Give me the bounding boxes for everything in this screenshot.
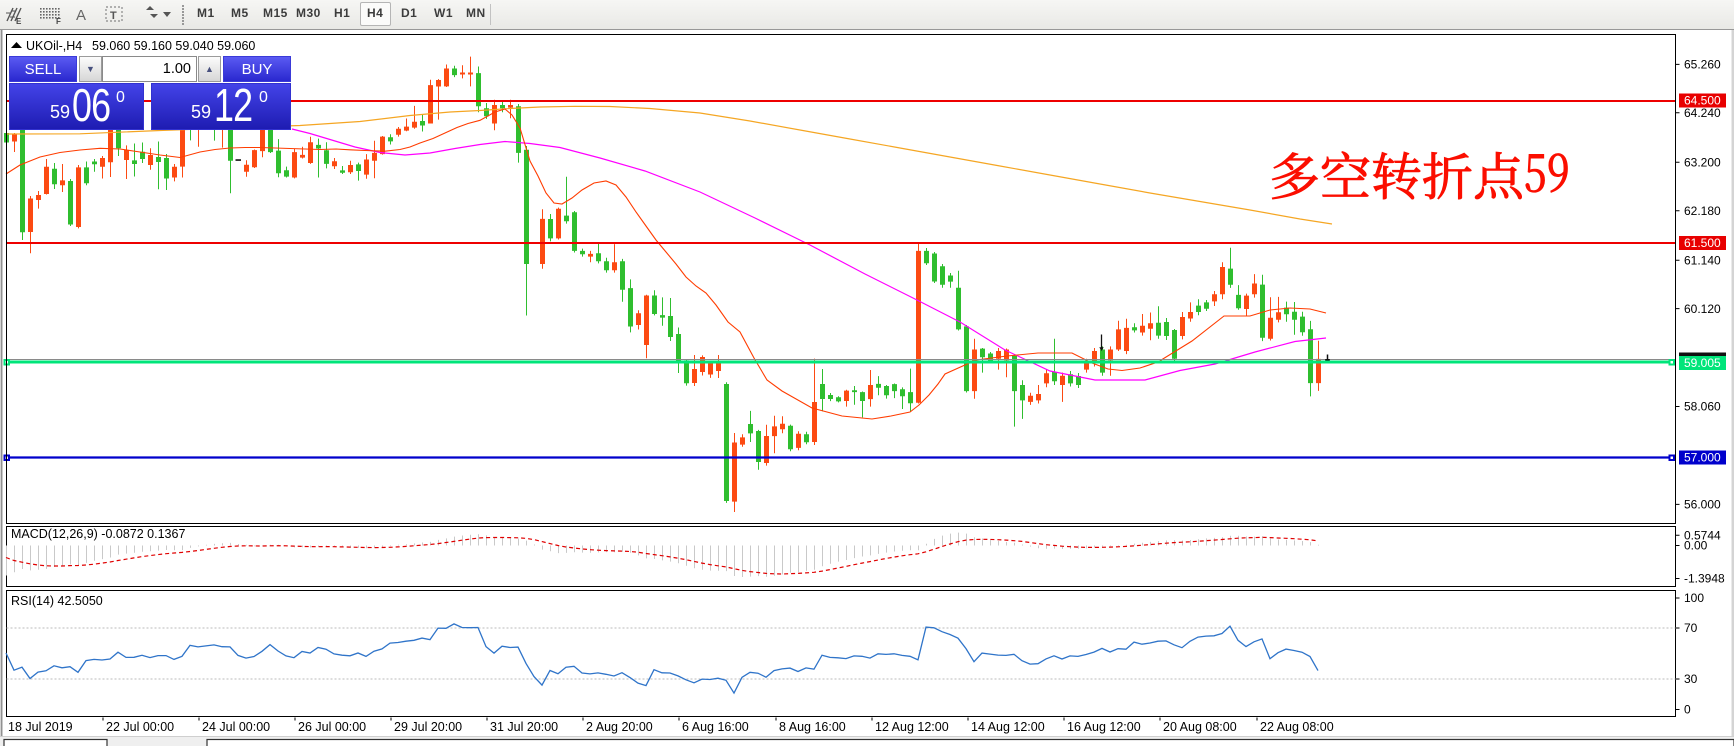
svg-text:0.5744: 0.5744 xyxy=(1684,529,1721,543)
svg-text:70: 70 xyxy=(1684,621,1698,635)
svg-text:T: T xyxy=(110,10,117,22)
svg-text:57.000: 57.000 xyxy=(1684,451,1721,465)
svg-text:29 Jul 20:00: 29 Jul 20:00 xyxy=(394,720,462,734)
svg-text:0.00: 0.00 xyxy=(1684,539,1708,553)
svg-text:16 Aug 12:00: 16 Aug 12:00 xyxy=(1067,720,1141,734)
svg-text:18 Jul 2019: 18 Jul 2019 xyxy=(8,720,73,734)
svg-text:A: A xyxy=(76,7,86,24)
svg-text:RSI(14) 42.5050: RSI(14) 42.5050 xyxy=(11,594,103,608)
svg-text:E: E xyxy=(16,17,22,26)
svg-text:65.260: 65.260 xyxy=(1684,58,1721,72)
svg-text:12 Aug 12:00: 12 Aug 12:00 xyxy=(875,720,949,734)
svg-text:22 Jul 00:00: 22 Jul 00:00 xyxy=(106,720,174,734)
svg-text:59.005: 59.005 xyxy=(1684,356,1721,370)
svg-text:61.500: 61.500 xyxy=(1684,236,1721,250)
svg-text:56.000: 56.000 xyxy=(1684,498,1721,512)
svg-text:20 Aug 08:00: 20 Aug 08:00 xyxy=(1163,720,1237,734)
svg-text:61.140: 61.140 xyxy=(1684,253,1721,267)
svg-text:63.200: 63.200 xyxy=(1684,156,1721,170)
svg-text:F: F xyxy=(56,17,61,26)
svg-text:26 Jul 00:00: 26 Jul 00:00 xyxy=(298,720,366,734)
svg-text:0: 0 xyxy=(1684,703,1691,717)
svg-text:2 Aug 20:00: 2 Aug 20:00 xyxy=(586,720,653,734)
svg-text:64.240: 64.240 xyxy=(1684,106,1721,120)
svg-text:30: 30 xyxy=(1684,672,1698,686)
svg-text:59.060 59.160 59.040 59.060: 59.060 59.160 59.040 59.060 xyxy=(92,39,255,53)
svg-text:100: 100 xyxy=(1684,591,1704,605)
svg-text:24 Jul 00:00: 24 Jul 00:00 xyxy=(202,720,270,734)
svg-text:60.120: 60.120 xyxy=(1684,302,1721,316)
svg-text:-1.3948: -1.3948 xyxy=(1684,572,1725,586)
svg-text:22 Aug 08:00: 22 Aug 08:00 xyxy=(1260,720,1334,734)
svg-text:64.500: 64.500 xyxy=(1684,94,1721,108)
svg-text:14 Aug 12:00: 14 Aug 12:00 xyxy=(971,720,1045,734)
svg-text:62.180: 62.180 xyxy=(1684,204,1721,218)
svg-text:8 Aug 16:00: 8 Aug 16:00 xyxy=(779,720,846,734)
svg-text:58.060: 58.060 xyxy=(1684,400,1721,414)
svg-text:MACD(12,26,9) -0.0872 0.1367: MACD(12,26,9) -0.0872 0.1367 xyxy=(11,527,185,541)
svg-text:31 Jul 20:00: 31 Jul 20:00 xyxy=(490,720,558,734)
svg-text:UKOil-,H4: UKOil-,H4 xyxy=(26,39,82,53)
svg-text:6 Aug 16:00: 6 Aug 16:00 xyxy=(682,720,749,734)
